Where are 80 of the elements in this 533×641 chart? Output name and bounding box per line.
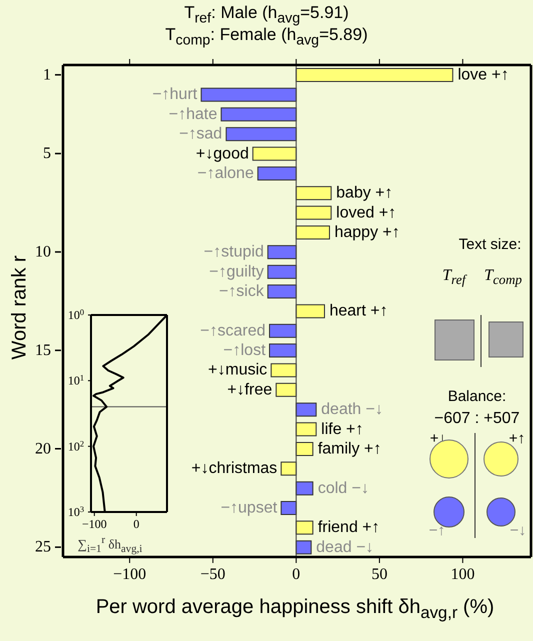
data-label: +↓good	[196, 145, 249, 162]
y-tick-label: 5	[43, 145, 51, 162]
data-label: −↑lost	[223, 342, 266, 360]
data-label: loved +↑	[336, 204, 396, 222]
data-label: baby +↑	[336, 184, 393, 202]
bar	[257, 166, 297, 180]
annotation: Text size:	[458, 236, 522, 254]
bar	[296, 540, 312, 554]
bar	[296, 186, 332, 200]
data-label: −↑hate	[168, 106, 218, 123]
bar	[269, 324, 297, 338]
x-tick-label: 50	[371, 566, 388, 583]
x-tick-label: 0	[292, 566, 300, 583]
y-tick-label: 10$^{1}$	[68, 373, 84, 388]
data-label: life +↑	[321, 420, 364, 438]
chart-subtitle: T$_{comp}$: Female (h$_{avg}$=5.89)	[164, 25, 369, 48]
bar	[267, 264, 297, 279]
chart-title: T$_{ref}$: Male (h$_{avg}$=5.91)	[183, 3, 350, 26]
data-label: dead −↓	[316, 538, 374, 556]
x-tick-label: 0	[133, 517, 140, 531]
y-tick-label: 10$^{2}$	[68, 438, 84, 454]
x-axis-title: Per word average happiness shift δh$_{avg,r}$ (%)	[94, 596, 496, 623]
annotation: +↑	[508, 430, 526, 448]
bar	[226, 127, 297, 142]
data-label: family +↑	[318, 440, 382, 458]
data-label: −↑upset	[220, 500, 278, 516]
data-label: death −↓	[321, 401, 383, 418]
bar	[296, 481, 314, 496]
data-label: −↑sick	[218, 283, 265, 300]
data-label: +↓free	[227, 381, 272, 398]
y-tick-label: 20	[35, 440, 51, 458]
x-axis-title: ∑$_{i=1}$$^{r}$ δh$_{avg,i}$	[76, 534, 144, 555]
bar	[269, 344, 297, 358]
bar	[296, 442, 314, 456]
annotation: −↑	[428, 522, 446, 540]
data-label: heart +↑	[329, 302, 388, 320]
bar	[296, 225, 330, 240]
data-label: −↑stupid	[204, 244, 264, 261]
bar	[280, 462, 297, 476]
y-tick-label: 25	[35, 538, 51, 556]
y-axis-title: Word rank r	[8, 254, 32, 362]
bar	[200, 88, 297, 102]
data-label: love +↑	[458, 66, 509, 84]
bar	[296, 304, 325, 318]
x-tick-label: −100	[82, 517, 107, 531]
bar	[296, 422, 317, 436]
bar	[296, 402, 317, 417]
bar	[270, 363, 297, 378]
annotation: T$_{comp}$	[484, 266, 522, 287]
data-label: +↓music	[208, 362, 268, 379]
y-tick-label: 15	[35, 342, 51, 359]
data-label: −↑sad	[179, 126, 222, 143]
annotation: Balance:	[446, 388, 508, 406]
bar	[267, 284, 297, 299]
data-label: −↑hurt	[152, 86, 198, 104]
data-label: −↑guilty	[209, 263, 264, 280]
data-label: +↓christmas	[191, 460, 278, 478]
bar	[280, 501, 297, 515]
x-tick-label: −100	[113, 566, 146, 583]
data-label: −↑alone	[197, 164, 254, 182]
annotation: T$_{ref}$	[442, 266, 466, 287]
y-tick-label: 1	[43, 66, 51, 84]
bar	[296, 206, 332, 220]
y-tick-label: 10	[35, 243, 51, 260]
data-label: −↑scared	[200, 322, 266, 340]
bar	[296, 520, 314, 535]
bar	[267, 245, 297, 260]
y-tick-label: 10$^{0}$	[68, 308, 84, 322]
annotation: −↓	[508, 522, 528, 540]
bar	[252, 146, 297, 161]
bar	[220, 107, 297, 122]
bar	[296, 68, 454, 82]
x-tick-label: 100	[450, 566, 475, 583]
data-label: cold −↓	[318, 480, 369, 497]
annotation: −607 : +507	[433, 408, 521, 428]
y-tick-label: 10$^{3}$	[68, 504, 84, 519]
data-label: happy +↑	[334, 224, 400, 241]
bar	[276, 382, 297, 397]
data-label: friend +↑	[318, 519, 380, 536]
x-tick-label: −50	[200, 566, 226, 583]
